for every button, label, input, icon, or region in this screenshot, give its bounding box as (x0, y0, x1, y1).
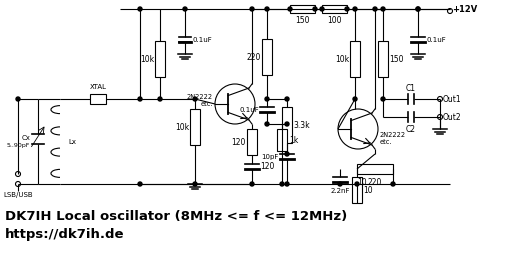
Circle shape (345, 8, 349, 12)
Text: 0.1uF: 0.1uF (192, 37, 212, 43)
Circle shape (355, 182, 359, 186)
Text: etc.: etc. (380, 138, 392, 145)
Circle shape (265, 8, 269, 12)
Circle shape (313, 8, 317, 12)
Circle shape (280, 182, 284, 186)
Bar (155, 42, 165, 78)
Circle shape (381, 8, 385, 12)
Circle shape (250, 182, 254, 186)
Text: 0.1uF: 0.1uF (239, 107, 259, 113)
Text: etc.: etc. (201, 101, 213, 107)
Bar (350, 42, 360, 78)
Bar (262, 40, 272, 76)
Text: +12V: +12V (452, 5, 477, 13)
Circle shape (138, 182, 142, 186)
Text: 0.1uF: 0.1uF (426, 37, 446, 43)
Text: 120: 120 (260, 162, 274, 171)
Text: DK7IH Local oscillator (8MHz <= f <= 12MHz): DK7IH Local oscillator (8MHz <= f <= 12M… (5, 209, 347, 222)
Circle shape (338, 109, 378, 149)
Text: 3.3k: 3.3k (293, 121, 310, 130)
Bar (357, 164, 393, 174)
Circle shape (193, 182, 197, 186)
Text: 10: 10 (357, 177, 367, 186)
Text: 150: 150 (295, 16, 310, 25)
Text: 150: 150 (389, 55, 404, 64)
Bar (282, 108, 292, 144)
Text: Cx: Cx (21, 134, 30, 140)
Bar (290, 6, 315, 14)
Text: 220: 220 (368, 177, 382, 186)
Text: 2N2222: 2N2222 (187, 94, 213, 100)
Circle shape (183, 8, 187, 12)
Circle shape (215, 85, 255, 124)
Circle shape (15, 172, 21, 177)
Circle shape (353, 8, 357, 12)
Text: C1: C1 (406, 84, 416, 93)
Text: Out1: Out1 (443, 95, 462, 104)
Text: 10k: 10k (140, 55, 154, 64)
Circle shape (373, 8, 377, 12)
Bar (247, 130, 257, 155)
Circle shape (158, 98, 162, 102)
Circle shape (138, 98, 142, 102)
Circle shape (265, 98, 269, 102)
Circle shape (265, 122, 269, 126)
Bar (352, 177, 362, 203)
Circle shape (320, 8, 324, 12)
Circle shape (391, 182, 395, 186)
Bar (90, 95, 106, 105)
Text: 10pF: 10pF (262, 153, 279, 159)
Text: Out2: Out2 (443, 113, 462, 122)
Circle shape (338, 182, 342, 186)
Text: 220: 220 (247, 53, 261, 62)
Circle shape (285, 122, 289, 126)
Text: 120: 120 (232, 138, 246, 147)
Text: 10: 10 (363, 186, 372, 195)
Circle shape (250, 8, 254, 12)
Circle shape (416, 8, 420, 12)
Text: LSB/USB: LSB/USB (3, 191, 33, 197)
Text: 10k: 10k (335, 55, 349, 64)
Text: 100: 100 (327, 16, 342, 25)
Text: C2: C2 (406, 124, 416, 133)
Circle shape (447, 9, 452, 14)
Circle shape (285, 182, 289, 186)
Bar (322, 6, 347, 14)
Text: 2.2nF: 2.2nF (330, 187, 350, 193)
Circle shape (193, 98, 197, 102)
Text: 1k: 1k (289, 136, 298, 145)
Bar (190, 109, 200, 146)
Circle shape (285, 152, 289, 156)
Circle shape (285, 98, 289, 102)
Text: 5..90pF: 5..90pF (7, 143, 30, 148)
Circle shape (438, 97, 443, 102)
Bar (277, 130, 287, 151)
Text: 2N2222: 2N2222 (380, 132, 406, 137)
Text: XTAL: XTAL (89, 84, 107, 90)
Circle shape (416, 8, 420, 12)
Text: Lx: Lx (68, 138, 76, 145)
Bar (378, 42, 388, 78)
Circle shape (138, 8, 142, 12)
Circle shape (288, 8, 292, 12)
Circle shape (15, 182, 21, 187)
Circle shape (16, 98, 20, 102)
Circle shape (438, 115, 443, 120)
Circle shape (353, 98, 357, 102)
Text: https://dk7ih.de: https://dk7ih.de (5, 227, 125, 240)
Circle shape (381, 98, 385, 102)
Text: 10k: 10k (175, 123, 189, 132)
